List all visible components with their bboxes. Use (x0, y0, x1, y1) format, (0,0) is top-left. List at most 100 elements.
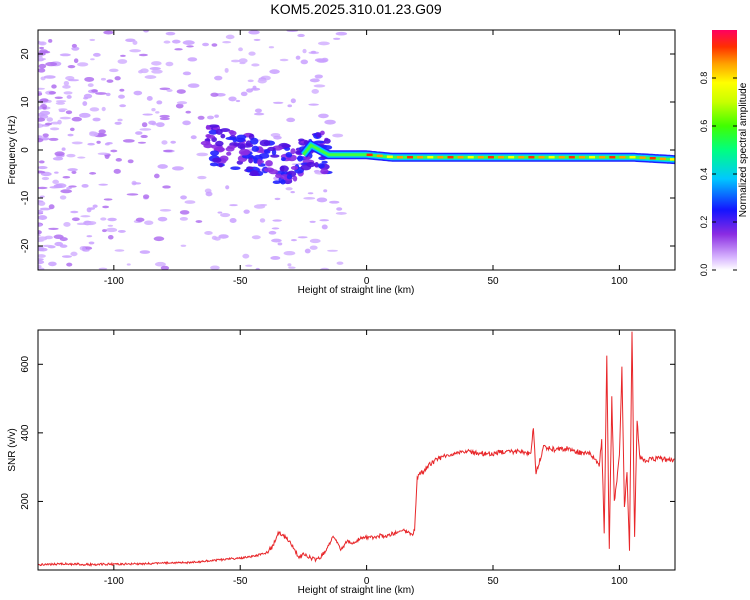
noise-blob (336, 261, 344, 265)
noise-blob (61, 147, 66, 151)
noise-blob (57, 119, 62, 125)
ridge-peak-segment (528, 156, 535, 159)
noise-blob (176, 101, 188, 105)
noise-blob (46, 117, 54, 122)
noise-blob (62, 175, 71, 179)
noise-blob (314, 74, 323, 79)
noise-blob (71, 170, 77, 174)
signal-blob (285, 151, 293, 158)
noise-blob (42, 244, 53, 248)
noise-blob (81, 183, 89, 188)
noise-blob (160, 265, 170, 270)
snr-y-ticks: 200 400 600 (20, 356, 675, 510)
signal-blob (251, 145, 260, 152)
noise-blob (138, 53, 148, 57)
noise-blob (165, 61, 174, 67)
noise-blob (324, 119, 336, 125)
signal-blob (205, 124, 210, 130)
noise-blob (309, 220, 316, 223)
noise-blob (273, 135, 282, 140)
ridge-peak-segment (477, 156, 484, 159)
noise-blob (38, 123, 44, 128)
noise-blob (185, 110, 192, 114)
noise-blob (71, 43, 77, 48)
noise-blob (114, 121, 122, 125)
noise-blob (218, 234, 229, 239)
noise-blob (117, 59, 128, 64)
noise-blob (308, 103, 319, 106)
noise-blob (67, 133, 74, 137)
signal-blob (317, 163, 325, 169)
noise-blob (270, 256, 281, 260)
noise-blob (122, 139, 135, 143)
noise-blob (251, 63, 260, 67)
noise-blob (202, 42, 210, 47)
noise-blob (85, 222, 94, 225)
noise-blob (310, 50, 317, 54)
colorbar-tick-label: 0.6 (699, 120, 709, 133)
signal-blob (321, 160, 328, 164)
noise-blob (89, 107, 100, 112)
ridge-peak-segment (427, 156, 434, 159)
noise-blob (182, 120, 191, 126)
colorbar-tick-label: 0.0 (699, 264, 709, 277)
signal-blob (280, 179, 286, 185)
spectrogram-y-tick-label: -10 (20, 190, 31, 205)
noise-blob (115, 158, 122, 162)
noise-blob (180, 195, 187, 200)
noise-blob (214, 114, 219, 118)
colorbar-tick-label: 0.4 (699, 168, 709, 181)
noise-blob (103, 198, 113, 201)
noise-blob (77, 62, 89, 67)
noise-blob (154, 261, 166, 267)
noise-blob (166, 89, 173, 92)
noise-blob (163, 40, 171, 44)
snr-x-label: Height of straight line (km) (298, 585, 415, 596)
noise-blob (184, 200, 196, 204)
noise-blob (139, 128, 152, 131)
noise-blob (156, 100, 163, 105)
noise-blob (82, 101, 88, 106)
noise-blob (59, 116, 72, 120)
ridge-peak-segment (578, 156, 585, 159)
ridge-peak-segment (609, 156, 616, 159)
noise-blob (182, 40, 195, 45)
ridge-peak-segment (639, 156, 646, 159)
spectrogram-x-tick-label: 50 (487, 276, 499, 287)
noise-blob (255, 267, 261, 270)
noise-blob (55, 100, 67, 103)
signal-blob (245, 140, 252, 147)
noise-blob (71, 141, 83, 145)
noise-blob (106, 79, 114, 83)
noise-blob (98, 267, 108, 270)
noise-blob (91, 89, 98, 93)
noise-blob (55, 183, 67, 189)
noise-blob (58, 108, 68, 111)
noise-blob (135, 217, 145, 222)
noise-blob (71, 46, 80, 51)
signal-blob (267, 146, 276, 151)
signal-blob (250, 137, 259, 145)
noise-blob (144, 220, 154, 226)
ridge-peak-segment (548, 156, 555, 159)
noise-blob (38, 186, 48, 190)
snr-x-tick-label: -50 (233, 576, 248, 587)
noise-blob (243, 209, 250, 214)
noise-blob (38, 259, 45, 265)
spectrogram-y-tick-label: 0 (20, 147, 31, 153)
noise-blob (217, 211, 223, 214)
noise-blob (220, 212, 231, 218)
noise-blob (54, 241, 63, 247)
signal-blob (253, 157, 258, 164)
noise-blob (251, 235, 261, 240)
noise-blob (38, 106, 43, 110)
ridge-peak-segment (669, 158, 675, 161)
ridge-peak-segment (599, 156, 606, 159)
noise-blob (109, 68, 119, 73)
noise-blob (321, 224, 328, 230)
noise-blob (45, 62, 58, 67)
noise-blob (229, 204, 238, 207)
signal-blob (226, 151, 232, 156)
spectrogram-x-tick-label: 100 (611, 276, 628, 287)
noise-blob (82, 249, 90, 252)
